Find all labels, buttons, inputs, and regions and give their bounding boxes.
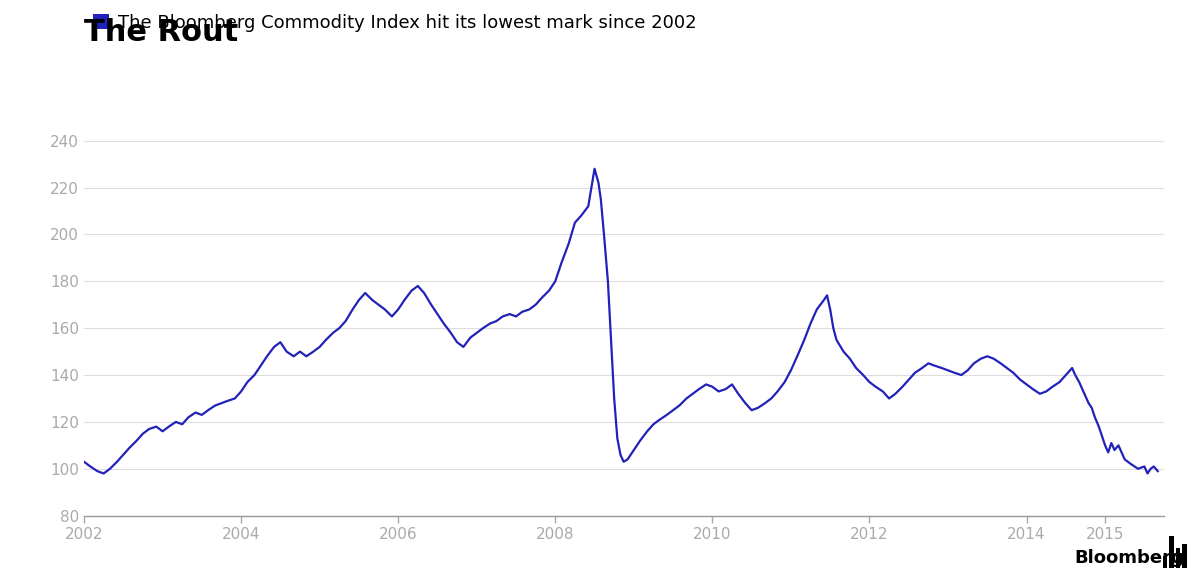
Text: The Rout: The Rout (84, 18, 239, 46)
Legend: The Bloomberg Commodity Index hit its lowest mark since 2002: The Bloomberg Commodity Index hit its lo… (94, 14, 697, 32)
Text: Bloomberg: Bloomberg (1074, 549, 1183, 567)
Bar (1169, 536, 1174, 568)
Bar (1182, 544, 1187, 568)
Bar (1176, 548, 1181, 568)
Bar (1163, 556, 1168, 568)
